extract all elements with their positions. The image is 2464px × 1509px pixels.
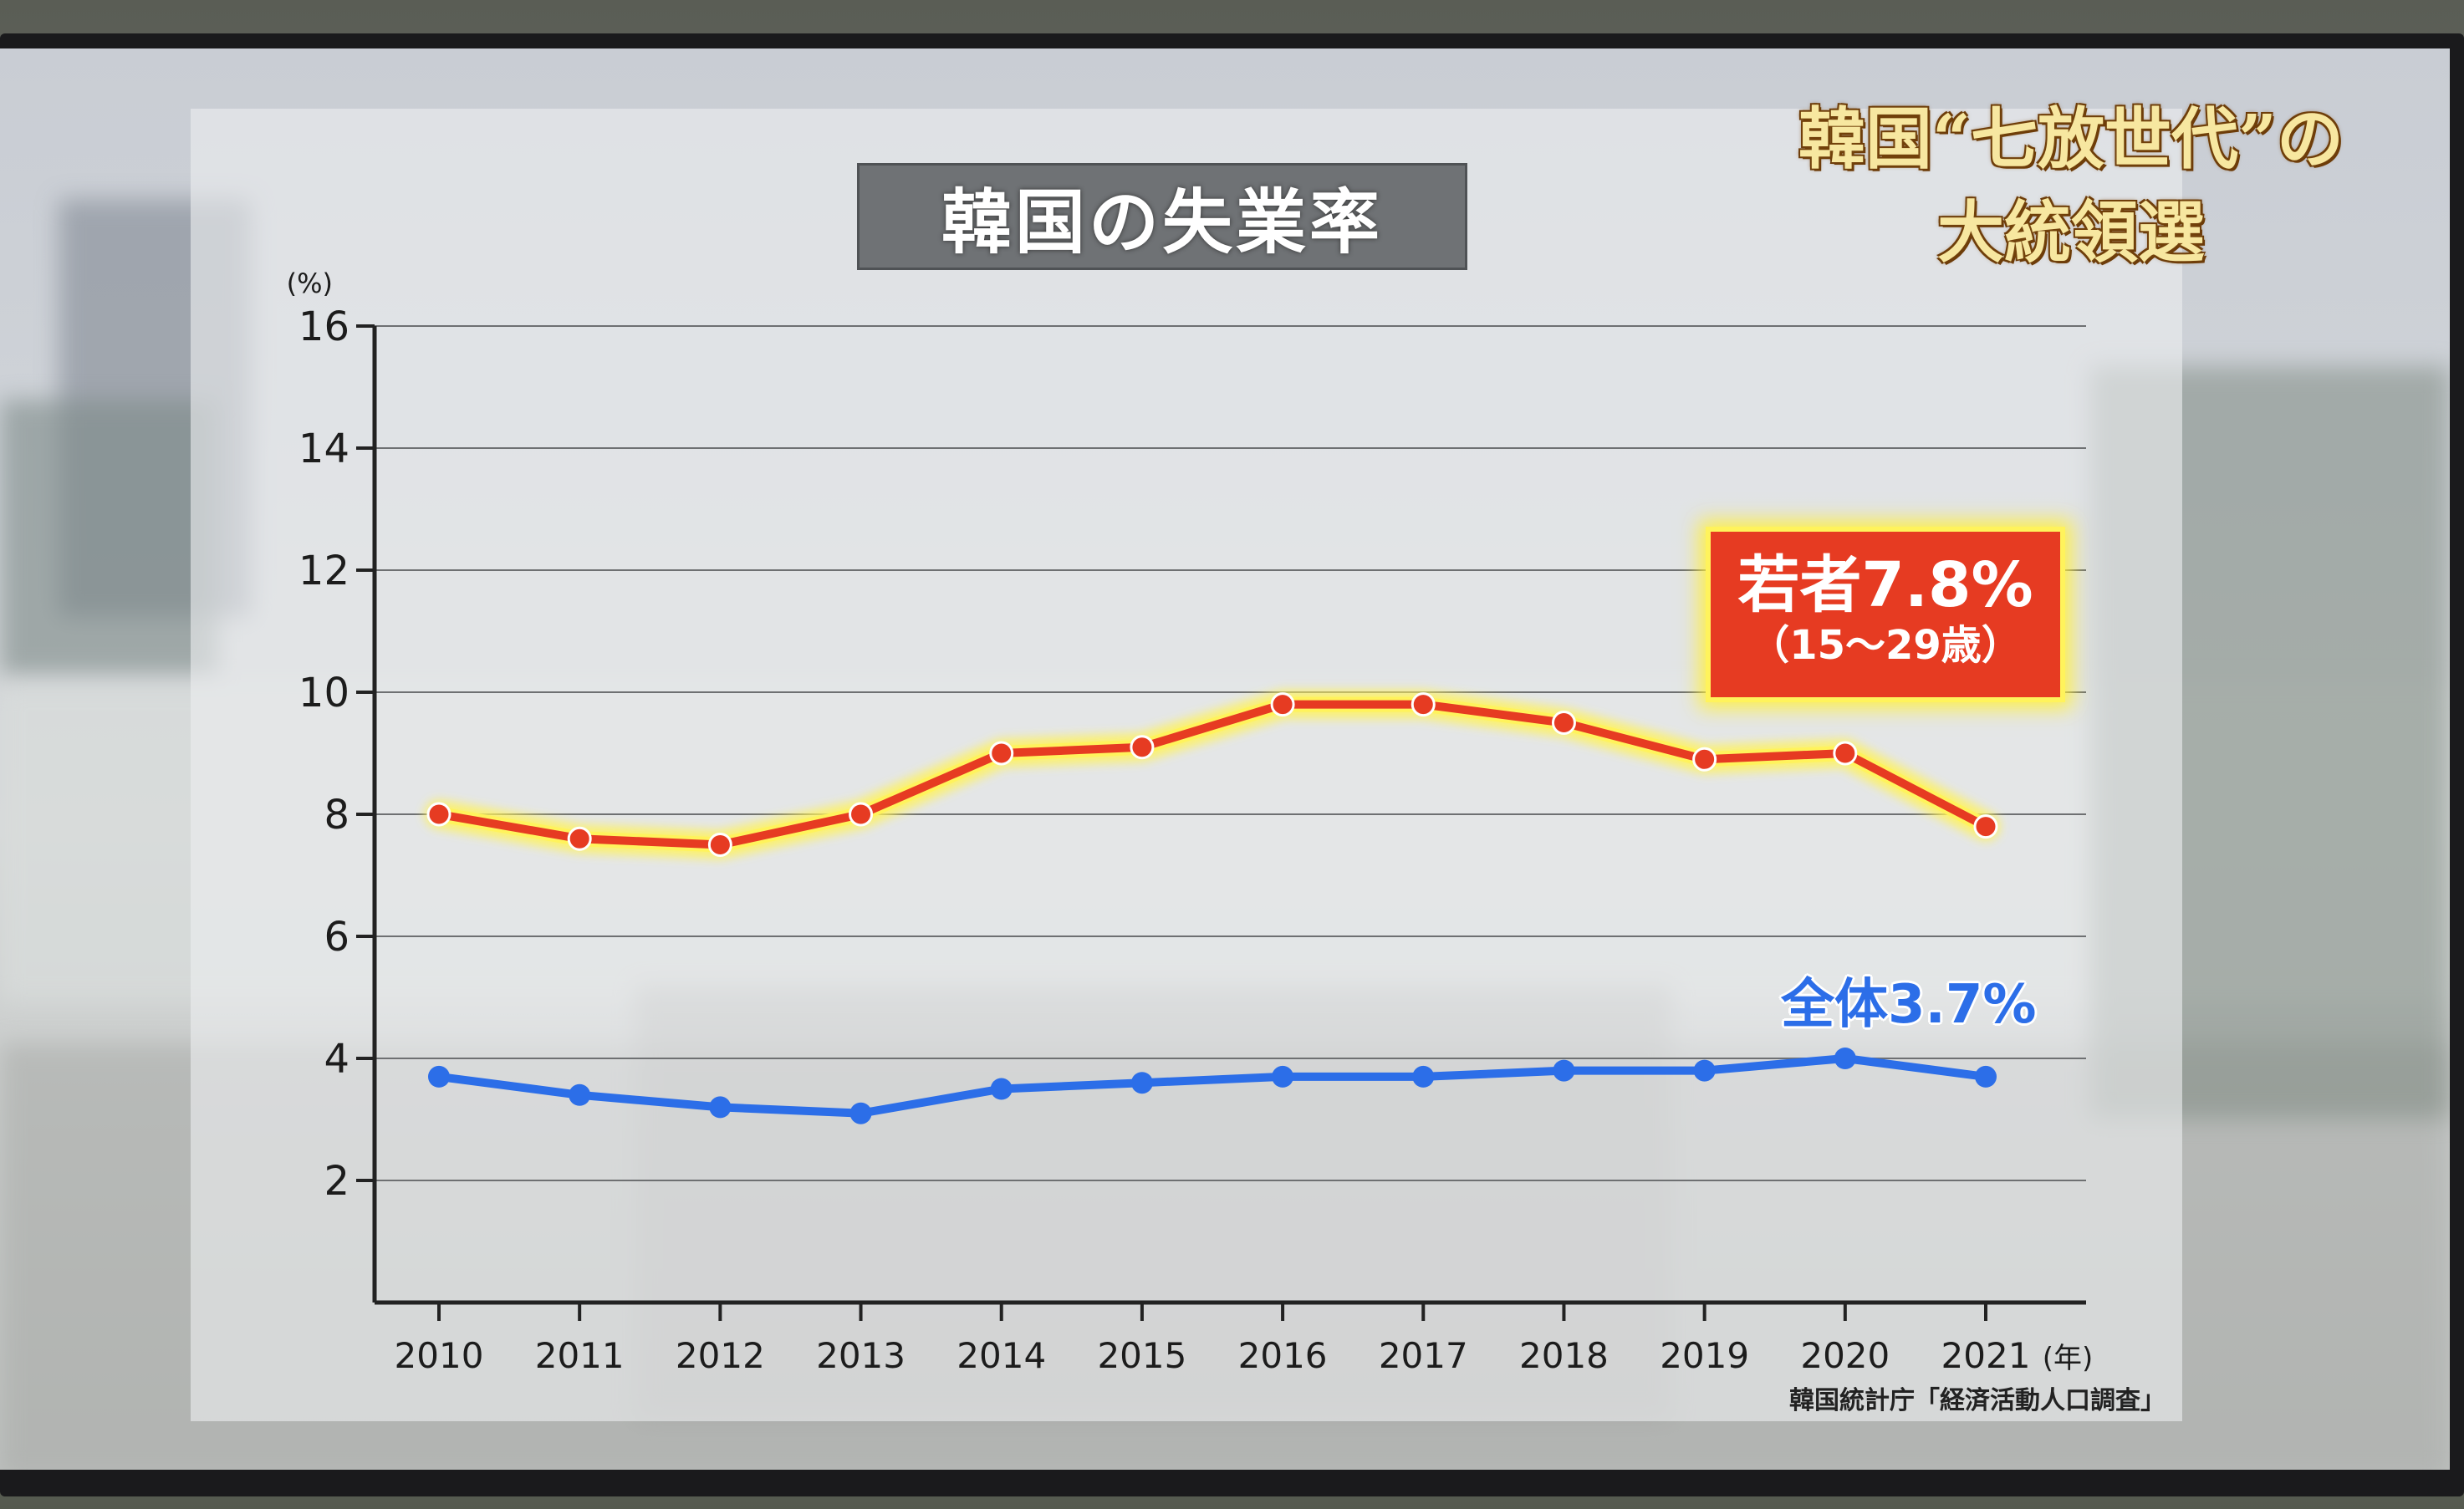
data-point [1553,1059,1575,1082]
headline-line-1: 韓国“七放世代”の [1798,99,2344,178]
program-headline: 韓国“七放世代”の 大統領選 [1753,92,2389,279]
x-tick-label: 2018 [1519,1335,1609,1376]
youth-callout-sub: （15～29歳） [1749,622,2022,669]
y-tick-label: 14 [298,426,349,472]
x-tick-label: 2011 [535,1335,625,1376]
series-layer [425,690,2000,1124]
chart-title-box: 韓国の失業率 [857,163,1467,270]
data-point [1973,814,1998,839]
y-tick-label: 4 [324,1036,349,1083]
data-point [849,1102,872,1124]
x-tick-label: 2017 [1379,1335,1468,1376]
data-point [569,1083,591,1106]
source-note: 韓国統計庁「経済活動人口調査」 [1789,1386,2166,1415]
x-tick-label: 2012 [676,1335,765,1376]
x-tick-label: 2013 [816,1335,906,1376]
x-tick-label: 2010 [395,1335,484,1376]
data-point [1692,747,1717,772]
data-point [849,802,874,827]
data-point [1834,1048,1856,1069]
x-tick-label: 2016 [1238,1335,1328,1376]
x-tick-label: 2019 [1660,1335,1749,1376]
data-point [1975,1065,1997,1088]
x-tick-label: 2014 [957,1335,1046,1376]
y-tick-label: 6 [324,914,349,961]
data-point [707,833,732,857]
data-point [1130,1072,1153,1094]
data-point [709,1096,732,1119]
headline-line-2: 大統領選 [1937,193,2205,272]
data-point [1411,692,1436,717]
data-point [1833,741,1858,766]
axes: 2 4 6 8 10 12 14 16 (%) 2010 2011 2012 2013 2014 2015 2… [287,268,2094,1376]
youth-callout-main: 若者7.8% [1737,549,2033,621]
y-tick-label: 2 [324,1158,349,1205]
series-youth [425,690,2000,859]
data-point [426,802,451,827]
y-tick-label: 12 [298,548,349,594]
y-tick-label: 16 [298,303,349,350]
x-tick-label: 2015 [1097,1335,1186,1376]
data-point [1270,692,1295,717]
y-unit-label: (%) [287,268,333,299]
y-tick-label: 8 [324,792,349,839]
data-point [1412,1065,1435,1088]
data-point [428,1065,450,1088]
x-unit-label: (年) [2043,1342,2094,1375]
data-point [567,826,592,851]
x-tick-label: 2020 [1800,1335,1890,1376]
background-building [0,400,217,675]
chart-title: 韓国の失業率 [941,181,1383,263]
y-tick-label: 10 [298,670,349,716]
data-point [1551,711,1576,735]
series-total [428,1048,1997,1124]
data-point [990,1078,1013,1100]
x-tick-label: 2021 [1941,1335,2031,1376]
data-point [1130,735,1155,760]
youth-callout: 若者7.8% （15～29歳） [1706,527,2065,702]
series-line [435,1054,1990,1118]
data-point [989,741,1014,766]
series-line [435,700,1990,849]
data-point [1272,1065,1294,1088]
data-point [1693,1059,1716,1082]
total-callout: 全体3.7% [1781,974,2037,1036]
